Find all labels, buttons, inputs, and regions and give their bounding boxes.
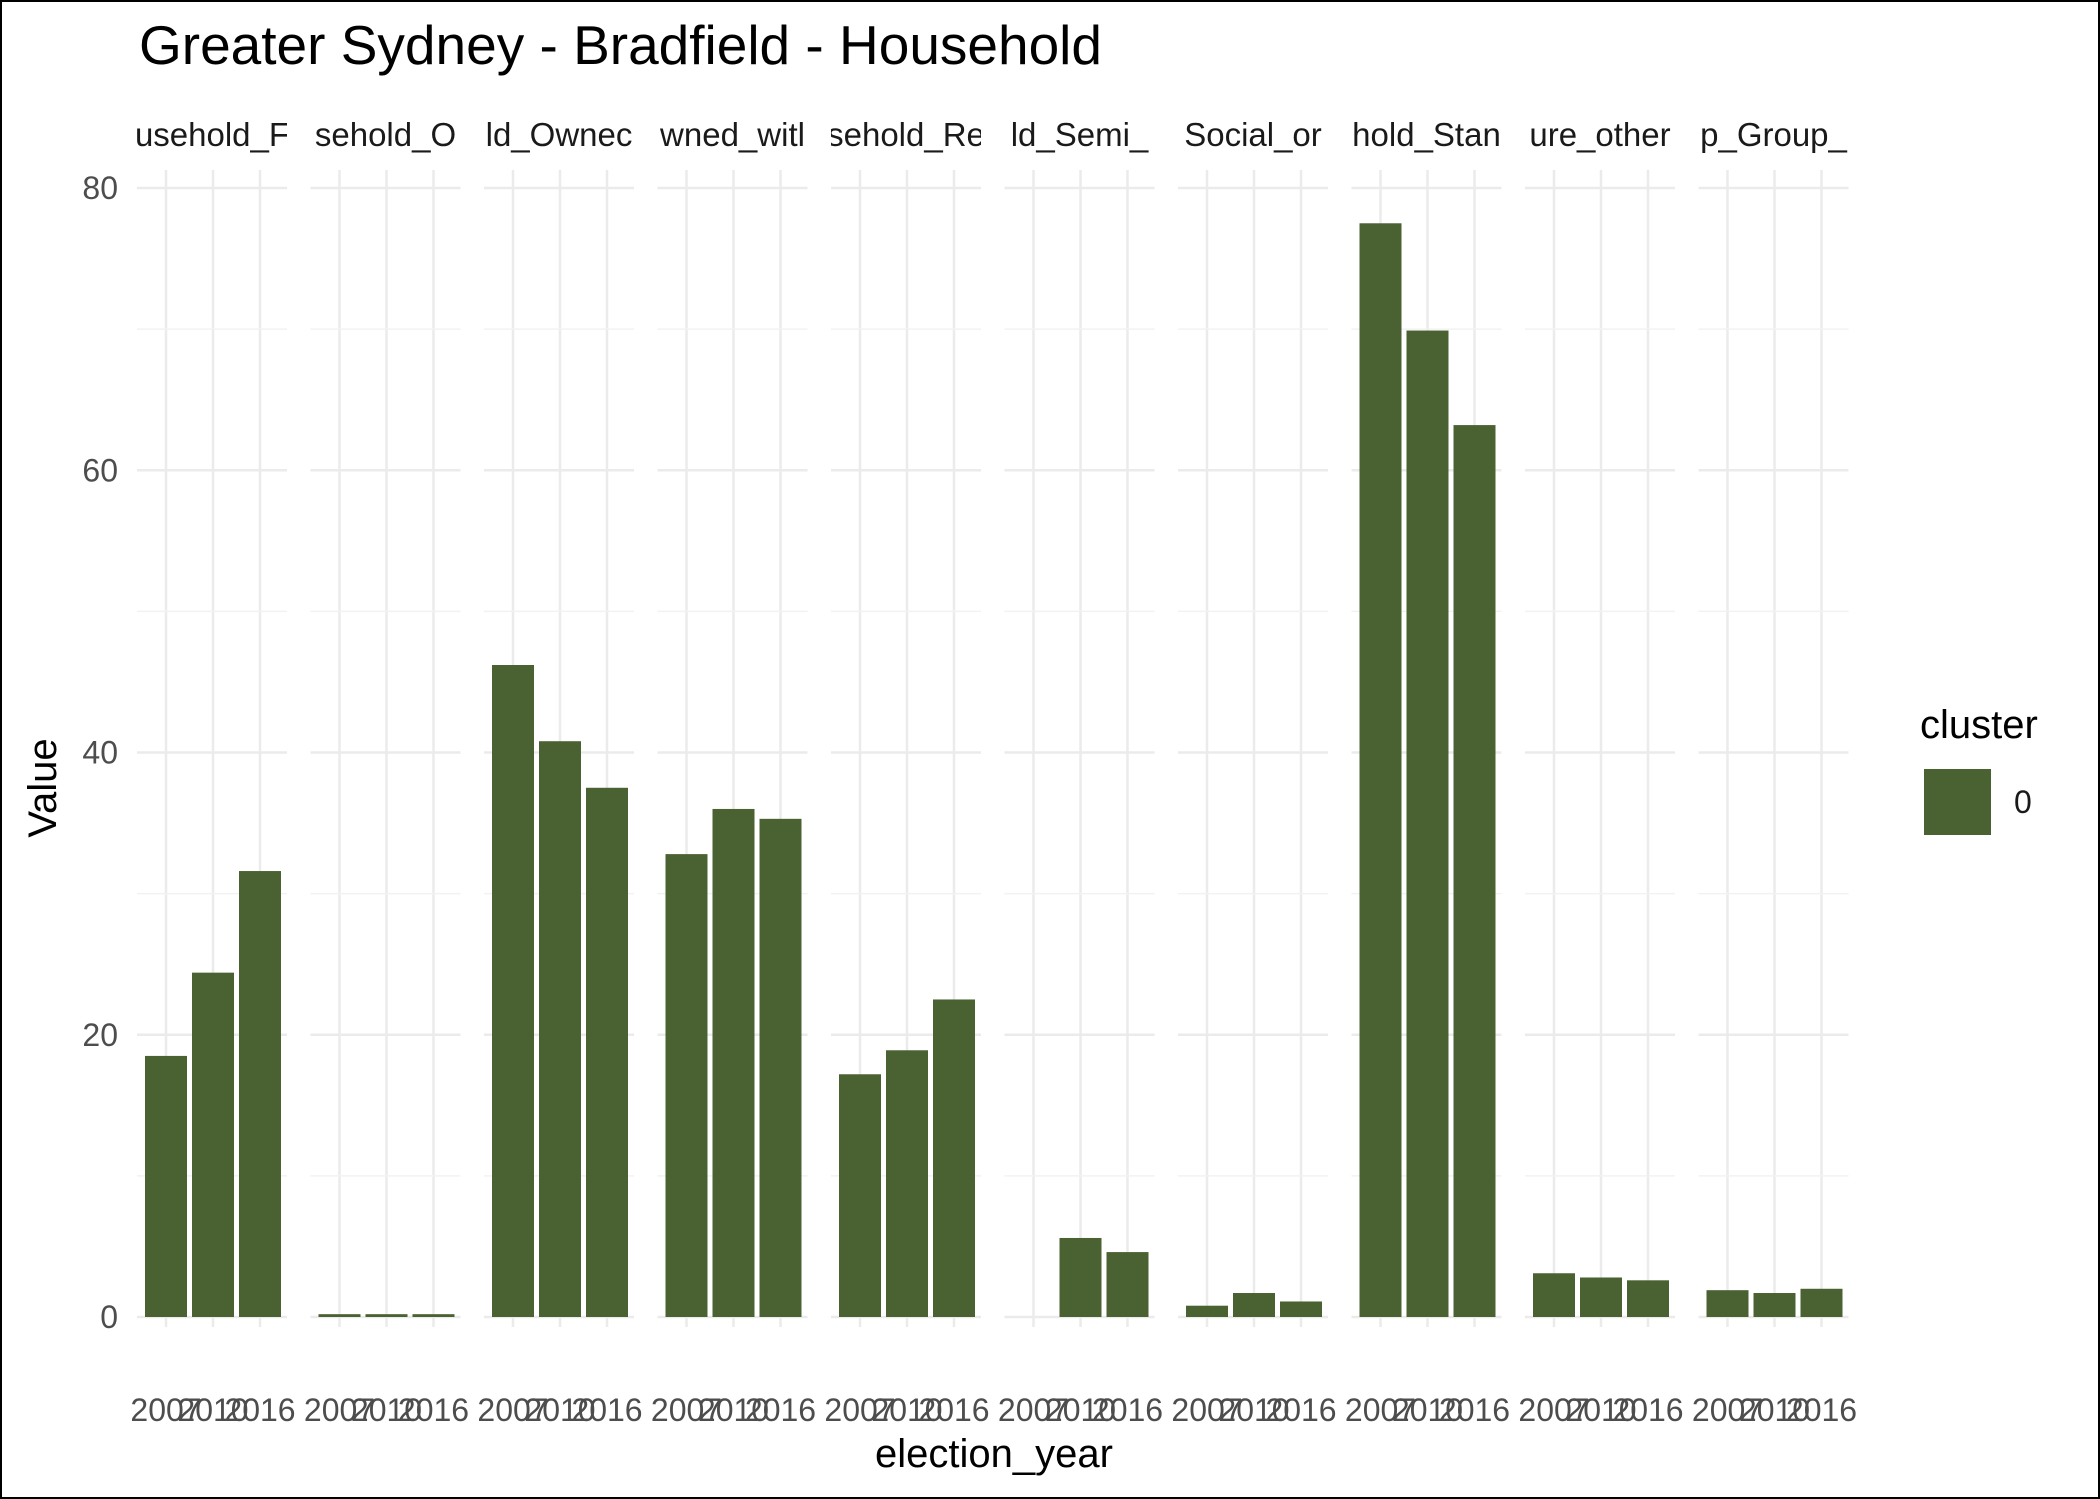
y-tick-label: 20: [82, 1017, 118, 1053]
facet-strip-label: usehold_F: [135, 116, 289, 153]
x-tick-label: 2016: [1612, 1392, 1683, 1428]
x-tick-label: 2016: [1439, 1392, 1510, 1428]
x-tick-label: 2007: [1692, 1392, 1763, 1428]
facet-strip-label: p_Group_: [1700, 116, 1847, 153]
x-tick-label: 2016: [1786, 1392, 1857, 1428]
bar: [1753, 1293, 1796, 1317]
x-tick-label: 2016: [398, 1392, 469, 1428]
bar: [1706, 1290, 1749, 1317]
x-tick-label: 2016: [745, 1392, 816, 1428]
y-tick-label: 0: [100, 1299, 118, 1335]
bar: [933, 999, 975, 1317]
bar: [1233, 1293, 1275, 1317]
bar: [1533, 1273, 1575, 1317]
bar: [1059, 1237, 1102, 1317]
bar: [365, 1314, 408, 1317]
bar: [1280, 1301, 1322, 1317]
facet-strip-label: hold_Stan: [1352, 116, 1501, 153]
x-tick-label: 2007: [824, 1392, 895, 1428]
bar: [712, 808, 755, 1317]
bar: [665, 854, 708, 1317]
x-tick-label: 2016: [1092, 1392, 1163, 1428]
bar: [145, 1055, 187, 1317]
bar: [1627, 1280, 1669, 1317]
x-tick-label: 2010: [1218, 1392, 1289, 1428]
y-tick-label: 60: [82, 452, 118, 488]
bar: [239, 871, 281, 1317]
x-tick-label: 2010: [177, 1392, 248, 1428]
x-tick-label: 2007: [998, 1392, 1069, 1428]
x-tick-label: 2010: [351, 1392, 422, 1428]
bar: [1186, 1305, 1228, 1317]
bar: [492, 665, 534, 1317]
x-tick-label: 2007: [1345, 1392, 1416, 1428]
facet-strips: usehold_F sehold_O ld_Ownec wned_witl sehold…: [135, 116, 1848, 153]
legend-title: cluster: [1920, 703, 2038, 747]
x-tick-label: 2010: [1392, 1392, 1463, 1428]
facet-strip-label: sehold_Re: [827, 116, 985, 153]
x-tick-label: 2007: [130, 1392, 201, 1428]
facet-strip-label: sehold_O: [315, 116, 456, 153]
facet-strip-label: ure_other: [1529, 116, 1670, 153]
facet-strip-label: Social_or: [1184, 116, 1322, 153]
x-tick-label: 2007: [477, 1392, 548, 1428]
facet-strip-label: ld_Semi_: [1011, 116, 1149, 153]
x-tick-label: 2007: [651, 1392, 722, 1428]
x-tick-label: 2016: [918, 1392, 989, 1428]
y-tick-label: 40: [82, 735, 118, 771]
bar: [1359, 223, 1402, 1317]
x-tick-label: 2007: [304, 1392, 375, 1428]
bar: [1580, 1277, 1622, 1317]
y-axis-title: Value: [21, 738, 65, 837]
legend-swatch: [1924, 769, 1991, 835]
x-tick-label: 2016: [1265, 1392, 1336, 1428]
legend: cluster 0: [1920, 703, 2038, 835]
bar: [759, 818, 802, 1317]
bar: [1800, 1288, 1843, 1317]
x-axis-title: election_year: [875, 1432, 1113, 1476]
x-tick-label: 2010: [1739, 1392, 1810, 1428]
bar: [1106, 1252, 1149, 1317]
x-tick-label: 2007: [1518, 1392, 1589, 1428]
x-tick-label: 2010: [871, 1392, 942, 1428]
x-tick-label: 2010: [524, 1392, 595, 1428]
legend-label: 0: [2014, 784, 2032, 820]
x-tick-label: 2010: [1045, 1392, 1116, 1428]
x-tick-label: 2007: [1171, 1392, 1242, 1428]
bars: [145, 223, 1843, 1318]
bar: [1453, 425, 1496, 1318]
bar: [1406, 330, 1449, 1317]
x-tick-label: 2016: [571, 1392, 642, 1428]
chart-title: Greater Sydney - Bradfield - Household: [139, 14, 1102, 76]
bar: [192, 972, 234, 1317]
gridlines: [137, 170, 1849, 1327]
y-axis-ticks: 0 20 40 60 80: [82, 170, 118, 1335]
x-tick-label: 2016: [224, 1392, 295, 1428]
x-tick-label: 2010: [698, 1392, 769, 1428]
x-tick-label: 2010: [1565, 1392, 1636, 1428]
bar: [412, 1314, 455, 1317]
bar: [539, 741, 581, 1317]
bar: [318, 1314, 361, 1317]
bar: [586, 787, 628, 1317]
bar: [839, 1074, 881, 1317]
y-tick-label: 80: [82, 170, 118, 206]
facet-strip-label: wned_witl: [659, 116, 805, 153]
bar: [886, 1050, 928, 1317]
facet-strip-label: ld_Ownec: [486, 116, 633, 153]
